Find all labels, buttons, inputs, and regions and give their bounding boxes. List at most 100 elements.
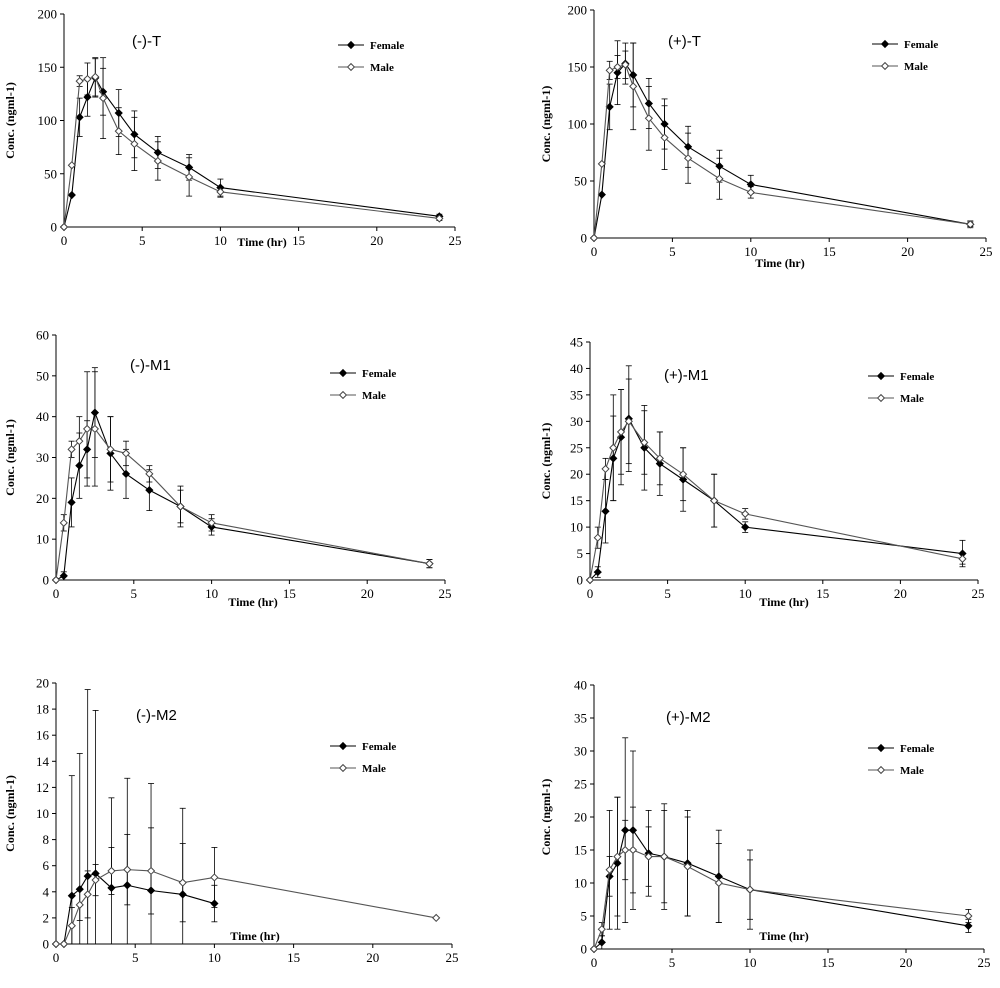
panel-title: (-)-M1 <box>130 357 171 374</box>
x-tick-label: 10 <box>739 586 752 601</box>
data-point <box>593 567 602 577</box>
data-point <box>146 866 156 876</box>
y-tick-label: 5 <box>577 546 584 561</box>
legend: Female Male <box>330 741 396 775</box>
y-tick-label: 30 <box>570 414 583 429</box>
x-tick-label: 25 <box>446 950 459 965</box>
data-point <box>176 502 185 511</box>
y-tick-label: 35 <box>574 711 587 726</box>
y-tick-label: 0 <box>577 573 584 588</box>
data-point <box>59 939 69 949</box>
y-tick-label: 20 <box>574 810 587 825</box>
data-point <box>679 470 688 479</box>
y-tick-label: 45 <box>570 335 583 350</box>
y-tick-label: 50 <box>44 166 57 181</box>
data-point <box>644 852 653 861</box>
legend: Female Male <box>338 40 404 74</box>
data-point <box>616 427 626 437</box>
x-tick-label: 25 <box>449 233 462 248</box>
data-point <box>153 156 162 166</box>
y-tick-label: 15 <box>570 493 583 508</box>
legend-marker <box>338 741 348 751</box>
y-tick-label: 10 <box>36 806 49 821</box>
legend-label: Female <box>900 743 934 755</box>
x-tick-label: 20 <box>361 586 374 601</box>
y-tick-label: 40 <box>36 409 49 424</box>
x-tick-label: 20 <box>370 233 383 248</box>
legend: Female Male <box>868 371 934 405</box>
x-tick-label: 10 <box>214 233 227 248</box>
data-point <box>59 571 68 581</box>
series-line <box>593 849 969 950</box>
data-point <box>589 944 599 954</box>
y-tick-label: 50 <box>36 368 49 383</box>
data-point <box>114 127 123 136</box>
panel-title: (+)-M1 <box>664 367 709 384</box>
legend-label: Female <box>370 40 404 52</box>
panel-title: (+)-M2 <box>666 709 711 726</box>
y-tick-label: 4 <box>43 884 50 899</box>
series-male <box>59 57 444 232</box>
series-female <box>59 58 444 232</box>
x-tick-label: 15 <box>287 950 300 965</box>
x-tick-label: 25 <box>439 586 452 601</box>
data-point <box>75 113 84 122</box>
y-tick-label: 0 <box>43 937 50 952</box>
y-tick-label: 35 <box>570 387 583 402</box>
series-male <box>589 42 975 243</box>
x-tick-label: 10 <box>744 955 757 970</box>
x-tick-label: 25 <box>972 586 985 601</box>
data-point <box>51 939 61 949</box>
data-point <box>683 862 692 871</box>
panel-title: (-)-M2 <box>136 707 177 724</box>
y-tick-label: 60 <box>36 328 49 343</box>
data-point <box>98 94 108 103</box>
x-tick-label: 20 <box>894 586 907 601</box>
data-point <box>75 76 84 86</box>
y-tick-label: 100 <box>38 113 58 128</box>
series-line <box>56 869 437 945</box>
x-axis-label: Time (hr) <box>755 256 804 270</box>
x-tick-label: 20 <box>900 955 913 970</box>
y-tick-label: 16 <box>36 728 50 743</box>
series-line <box>55 410 430 581</box>
data-point <box>91 72 100 81</box>
series-line <box>593 62 971 239</box>
y-axis-label: Conc. (ngml-1) <box>3 419 17 496</box>
data-point <box>67 161 76 170</box>
data-point <box>629 82 638 91</box>
x-tick-label: 20 <box>366 950 379 965</box>
legend-label: Female <box>362 741 396 753</box>
data-point <box>83 74 92 84</box>
y-axis-label: Conc. (ngml-1) <box>3 82 17 159</box>
legend-marker <box>346 40 356 50</box>
data-point <box>51 575 61 585</box>
x-tick-label: 15 <box>822 955 835 970</box>
data-point <box>67 190 76 200</box>
data-point <box>640 438 649 447</box>
legend-marker <box>876 393 886 403</box>
y-tick-label: 25 <box>570 440 583 455</box>
legend: Female Male <box>330 368 396 402</box>
data-point <box>605 66 614 75</box>
y-tick-label: 150 <box>38 60 58 75</box>
panel-3: 0 10 20 30 40 50 60 0 5 10 15 20 25 Time (hr) Conc. (n… <box>3 328 452 610</box>
legend-marker <box>876 371 886 381</box>
y-axis-label: Conc. (ngml-1) <box>539 86 553 163</box>
data-point <box>75 900 84 909</box>
y-tick-label: 25 <box>574 777 587 792</box>
y-tick-label: 50 <box>574 174 587 189</box>
data-point <box>741 509 750 518</box>
data-point <box>75 437 84 446</box>
data-point <box>710 496 719 505</box>
y-tick-label: 0 <box>51 220 58 235</box>
x-tick-label: 5 <box>131 586 138 601</box>
data-point <box>432 913 441 923</box>
x-tick-label: 15 <box>816 586 829 601</box>
data-point <box>683 154 693 163</box>
y-tick-label: 30 <box>36 450 49 465</box>
data-point <box>123 865 132 874</box>
data-point <box>597 938 606 947</box>
y-tick-label: 8 <box>43 832 50 847</box>
